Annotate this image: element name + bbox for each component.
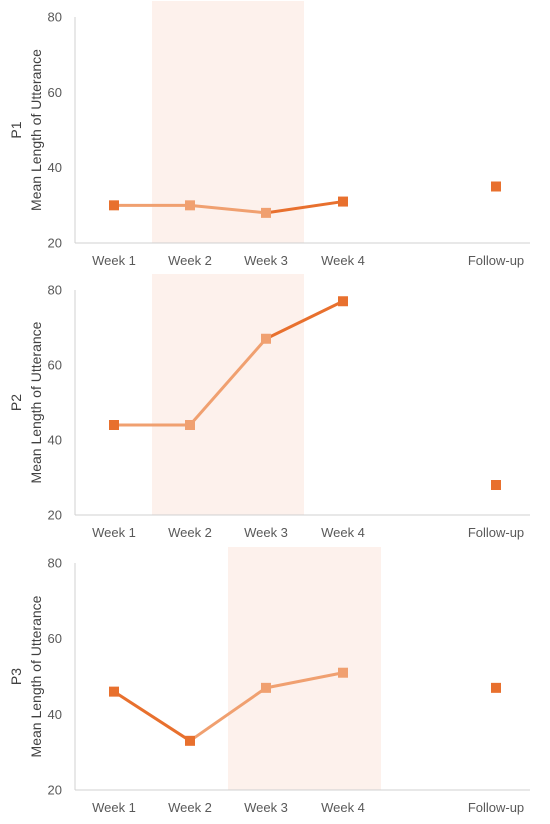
panel-p3: 20 40 60 80 Week 1 Week 2 Week 3 Week 4 Follow-u… xyxy=(8,547,530,815)
data-point xyxy=(261,333,271,344)
series-segment xyxy=(113,690,191,743)
x-tick-label: Week 4 xyxy=(321,525,365,540)
y-tick-label: 60 xyxy=(48,631,62,646)
data-point xyxy=(338,196,348,207)
intervention-shading xyxy=(228,547,381,790)
y-tick-label: 60 xyxy=(48,85,62,100)
panel-p2: 20 40 60 80 Week 1 Week 2 Week 3 Week 4 Follow-u… xyxy=(8,274,530,540)
y-tick-label: 40 xyxy=(48,433,62,448)
y-tick-label: 20 xyxy=(48,783,62,798)
x-tick-label: Week 2 xyxy=(168,800,212,815)
y-tick-label: 40 xyxy=(48,707,62,722)
x-tick-label: Week 3 xyxy=(244,525,288,540)
series-segment xyxy=(265,299,344,341)
x-tick-label: Week 1 xyxy=(92,253,136,268)
y-tick-label: 40 xyxy=(48,160,62,175)
x-tick-label: Week 1 xyxy=(92,800,136,815)
panel-p1: 20 40 60 80 Week 1 Week 2 Week 3 Week 4 Follow-u… xyxy=(8,1,530,268)
data-point xyxy=(261,682,271,693)
x-tick-label: Week 2 xyxy=(168,525,212,540)
y-axis-title: Mean Length of Utterance xyxy=(28,595,44,757)
x-tick-label: Week 2 xyxy=(168,253,212,268)
participant-label: P1 xyxy=(8,121,24,138)
y-axis-title: Mean Length of Utterance xyxy=(28,321,44,483)
followup-point xyxy=(491,480,501,490)
followup-point xyxy=(491,682,501,693)
series-segment xyxy=(265,200,344,215)
intervention-shading xyxy=(152,1,304,243)
participant-label: P2 xyxy=(8,394,24,411)
x-tick-label: Week 4 xyxy=(321,253,365,268)
data-point xyxy=(185,735,195,746)
data-point xyxy=(338,667,348,678)
y-tick-label: 80 xyxy=(48,283,62,298)
x-tick-label: Week 1 xyxy=(92,525,136,540)
x-tick-label: Week 3 xyxy=(244,253,288,268)
followup-point xyxy=(491,181,501,192)
y-tick-label: 60 xyxy=(48,358,62,373)
data-point xyxy=(185,420,195,430)
participant-label: P3 xyxy=(8,668,24,685)
y-tick-label: 80 xyxy=(48,10,62,25)
data-point xyxy=(109,420,119,430)
series-segment xyxy=(188,337,268,426)
y-tick-label: 20 xyxy=(48,236,62,251)
series-segment xyxy=(189,686,267,743)
x-tick-label: Follow-up xyxy=(468,253,524,268)
data-point xyxy=(338,296,348,307)
data-point xyxy=(109,686,119,697)
x-tick-label: Follow-up xyxy=(468,525,524,540)
y-tick-label: 20 xyxy=(48,508,62,523)
x-tick-label: Week 3 xyxy=(244,800,288,815)
intervention-shading xyxy=(152,274,304,515)
y-tick-label: 80 xyxy=(48,556,62,571)
data-point xyxy=(109,200,119,211)
x-tick-label: Week 4 xyxy=(321,800,365,815)
y-axis-title: Mean Length of Utterance xyxy=(28,49,44,211)
data-point xyxy=(185,200,195,211)
data-point xyxy=(261,207,271,218)
series-segment xyxy=(189,203,267,215)
series-segment xyxy=(265,671,344,690)
x-tick-label: Follow-up xyxy=(468,800,524,815)
